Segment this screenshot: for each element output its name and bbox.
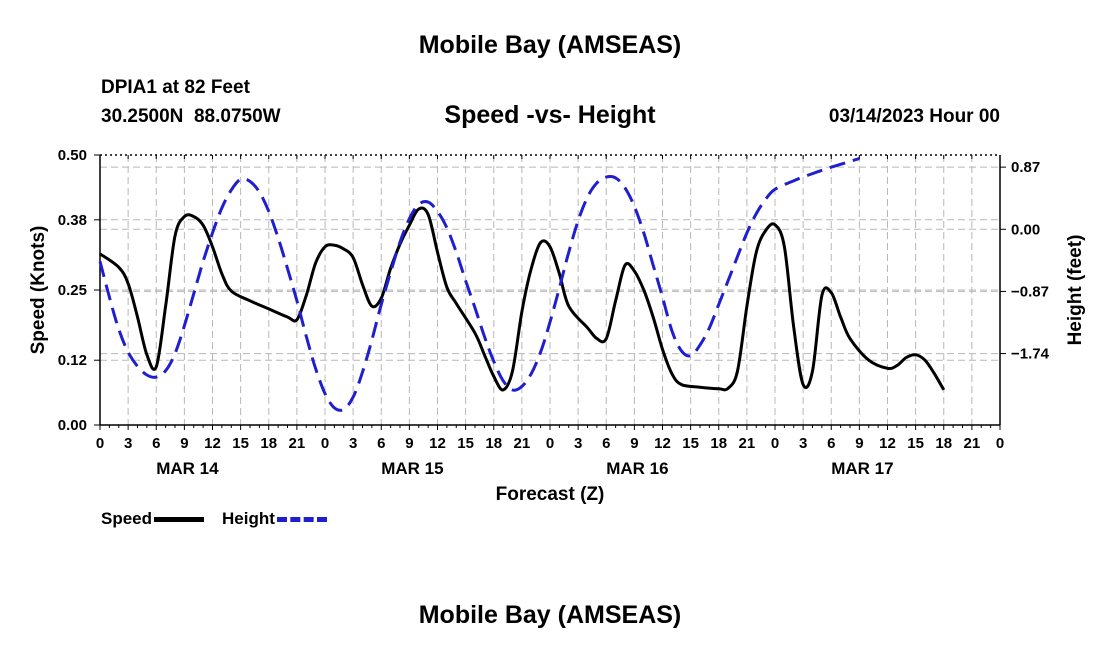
forecast-datetime: 03/14/2023 Hour 00 [828, 106, 1000, 127]
x-tick-label: 12 [654, 435, 671, 452]
x-tick-label: 15 [232, 435, 249, 452]
y2-tick-label: −1.74 [1011, 346, 1050, 363]
y2-tick-label: 0.87 [1011, 159, 1040, 176]
x-tick-label: 6 [602, 435, 610, 452]
y2-tick-label: −0.87 [1011, 283, 1049, 300]
coordinates-label: 30.2500N 88.0750W [101, 106, 281, 127]
legend-item-height: Height [222, 509, 327, 529]
x-tick-label: 9 [180, 435, 188, 452]
date-label: MAR 17 [831, 459, 893, 478]
x-tick-label: 6 [827, 435, 835, 452]
series-line-height [98, 157, 860, 412]
y-tick-label: 0.25 [58, 282, 87, 299]
labels-layer: 0 3 6 9 12 15 18 21 0 3 6 9 12 15 18 21 0 3 6 9 12 15 18 21 0 3 6 9… [28, 147, 1086, 505]
y-tick-label: 0.50 [58, 147, 87, 164]
x-tick-label: 9 [855, 435, 863, 452]
legend-swatch-height [276, 516, 327, 522]
y-tick-label: 0.12 [58, 352, 87, 369]
x-tick-label: 21 [289, 435, 306, 452]
y-axis-title: Speed (Knots) [28, 226, 49, 355]
legend: Speed Height [101, 509, 327, 529]
x-tick-label: 15 [457, 435, 474, 452]
footer-title: Mobile Bay (AMSEAS) [418, 601, 682, 629]
x-tick-label: 0 [96, 435, 104, 452]
x-tick-label: 18 [710, 435, 727, 452]
date-label: MAR 16 [606, 459, 668, 478]
legend-swatch-speed [154, 516, 205, 522]
legend-label-height: Height [222, 509, 275, 528]
axes-layer [94, 154, 1006, 430]
y-tick-label: 0.00 [58, 417, 87, 434]
y-tick-label: 0.38 [58, 212, 87, 229]
x-tick-label: 3 [799, 435, 807, 452]
x-tick-label: 12 [879, 435, 896, 452]
grid-layer [100, 155, 1000, 425]
legend-label-speed: Speed [101, 509, 153, 528]
x-tick-label: 3 [574, 435, 582, 452]
date-label: MAR 14 [156, 459, 219, 478]
x-tick-label: 0 [771, 435, 779, 452]
x-tick-label: 18 [260, 435, 277, 452]
x-tick-label: 15 [682, 435, 699, 452]
series-layer [98, 157, 946, 412]
x-tick-label: 15 [907, 435, 924, 452]
x-tick-label: 18 [485, 435, 502, 452]
y2-tick-label: 0.00 [1011, 221, 1040, 238]
x-tick-label: 0 [546, 435, 554, 452]
x-tick-label: 21 [739, 435, 756, 452]
x-tick-label: 12 [204, 435, 221, 452]
x-tick-label: 21 [514, 435, 531, 452]
page-title: Mobile Bay (AMSEAS) [418, 31, 682, 59]
chart-subtitle: Speed -vs- Height [444, 101, 656, 129]
x-axis-title: Forecast (Z) [496, 484, 605, 505]
x-tick-label: 18 [935, 435, 952, 452]
station-label: DPIA1 at 82 Feet [101, 77, 250, 98]
x-tick-label: 3 [124, 435, 132, 452]
legend-item-speed: Speed [101, 509, 205, 529]
x-tick-label: 6 [152, 435, 160, 452]
x-tick-label: 6 [377, 435, 385, 452]
series-line-speed [99, 206, 946, 392]
date-label: MAR 15 [381, 459, 443, 478]
x-tick-label: 9 [405, 435, 413, 452]
x-tick-label: 9 [630, 435, 638, 452]
x-tick-label: 0 [321, 435, 329, 452]
x-tick-label: 12 [429, 435, 446, 452]
x-tick-label: 3 [349, 435, 357, 452]
y2-axis-title: Height (feet) [1065, 235, 1086, 346]
x-tick-label: 0 [996, 435, 1004, 452]
x-tick-label: 21 [964, 435, 981, 452]
